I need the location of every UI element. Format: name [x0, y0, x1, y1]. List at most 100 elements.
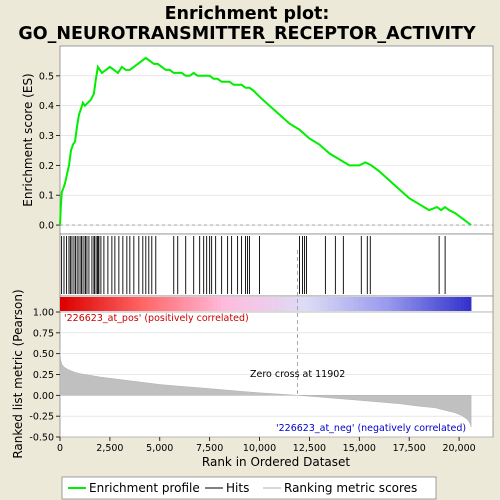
heatmap-segment — [316, 297, 321, 311]
es-ytick-label: 0.4 — [39, 101, 54, 112]
heatmap-segment — [238, 297, 242, 311]
zero-cross-label: Zero cross at 11902 — [250, 369, 345, 380]
heatmap-segment — [306, 297, 311, 311]
heatmap-segment — [429, 297, 434, 311]
heatmap-segment — [265, 297, 270, 311]
metric-ytick-label: 0.00 — [33, 391, 54, 402]
heatmap-segment — [358, 297, 362, 311]
hits-panel — [59, 233, 494, 297]
chart-title-line1: Enrichment plot: — [165, 4, 330, 24]
heatmap-segment — [268, 297, 273, 311]
heatmap-segment — [125, 297, 129, 311]
legend-box — [61, 476, 437, 500]
heatmap-segment — [344, 297, 349, 311]
heatmap-segment — [375, 297, 379, 311]
heatmap-segment — [111, 297, 116, 311]
negative-correlation-label: '226623_at_neg' (negatively correlated) — [276, 423, 466, 434]
heatmap-segment — [381, 297, 386, 311]
heatmap-segment — [138, 297, 143, 311]
heatmap-segment — [330, 297, 335, 311]
heatmap-segment — [447, 297, 451, 311]
heatmap-segment — [224, 297, 229, 311]
heatmap-segment — [97, 297, 102, 311]
heatmap-segment — [155, 297, 160, 311]
es-ytick-label: 0.1 — [39, 191, 54, 202]
heatmap-segment — [371, 297, 376, 311]
heatmap-segment — [405, 297, 410, 311]
heatmap-segment — [402, 297, 407, 311]
heatmap-segment — [433, 297, 438, 311]
legend-hits-label: Hits — [226, 481, 249, 495]
enrichment-score-panel: 0.0 0.1 0.2 0.3 0.4 0.5 Enrichment score (ES) — [21, 45, 494, 235]
heatmap-segment — [361, 297, 366, 311]
heatmap-segment — [419, 297, 424, 311]
heatmap-segment — [83, 297, 88, 311]
heatmap-segment — [467, 297, 472, 311]
heatmap-segment — [457, 297, 462, 311]
heatmap-segment — [399, 297, 403, 311]
legend-metric-label: Ranking metric scores — [284, 481, 417, 495]
chart-title-line2: GO_NEUROTRANSMITTER_RECEPTOR_ACTIVITY — [18, 24, 476, 44]
heatmap-segment — [310, 297, 314, 311]
heatmap-segment — [385, 297, 390, 311]
metric-ytick-label: 1.00 — [33, 308, 54, 319]
es-ytick-label: 0.0 — [39, 221, 54, 232]
ranking-metric-area — [59, 349, 472, 428]
enrichment-profile-line — [59, 56, 472, 226]
heatmap-segment — [275, 297, 280, 311]
heatmap-segment — [395, 297, 400, 311]
heatmap-segment — [70, 297, 75, 311]
heatmap-segment — [166, 297, 171, 311]
heatmap-segment — [436, 297, 441, 311]
metric-xtick-label: 17,500 — [393, 443, 426, 454]
heatmap-segment — [200, 297, 205, 311]
heatmap-segment — [145, 297, 150, 311]
heatmap-segment — [423, 297, 427, 311]
metric-ytick-label: -0.50 — [29, 433, 54, 444]
heatmap-segment — [279, 297, 284, 311]
heatmap-segment — [354, 297, 359, 311]
heatmap-segment — [101, 297, 105, 311]
metric-axis-label: Ranked list metric (Pearson) — [11, 289, 25, 458]
heatmap-segment — [323, 297, 328, 311]
es-axis-label: Enrichment score (ES) — [21, 73, 35, 206]
metric-xtick-label: 5,000 — [146, 443, 173, 454]
heatmap-segment — [114, 297, 119, 311]
heatmap-segment — [152, 297, 157, 311]
heatmap-segment — [118, 297, 123, 311]
heatmap-segment — [197, 297, 201, 311]
heatmap-segment — [121, 297, 126, 311]
heatmap-segment — [412, 297, 417, 311]
heatmap-segment — [214, 297, 218, 311]
heatmap-segment — [289, 297, 294, 311]
heatmap-segment — [258, 297, 263, 311]
heatmap-segment — [368, 297, 373, 311]
heatmap-segment — [183, 297, 188, 311]
heatmap-segment — [337, 297, 342, 311]
metric-xtick-label: 15,000 — [343, 443, 376, 454]
heatmap-segment — [107, 297, 112, 311]
heatmap-segment — [327, 297, 332, 311]
heatmap-segment — [251, 297, 256, 311]
heatmap-segment — [66, 297, 71, 311]
ranked-metric-panel: -0.50 -0.25 0.00 0.25 0.50 0.75 1.00 0 2,500 5,0… — [11, 250, 494, 469]
heatmap-segment — [73, 297, 78, 311]
heatmap-segment — [303, 297, 308, 311]
positive-correlation-label: '226623_at_pos' (positively correlated) — [64, 313, 249, 324]
rank-heatmap-bar — [59, 295, 494, 313]
es-ytick-label: 0.5 — [39, 71, 54, 82]
heatmap-segment — [378, 297, 383, 311]
heatmap-segment — [149, 297, 153, 311]
heatmap-segment — [87, 297, 92, 311]
heatmap-segment — [453, 297, 458, 311]
legend: Enrichment profile Hits Ranking metric s… — [61, 476, 437, 500]
enrichment-plot-area — [59, 45, 494, 235]
heatmap-segment — [210, 297, 215, 311]
heatmap-segment — [186, 297, 191, 311]
heatmap-segment — [392, 297, 397, 311]
heatmap-segment — [282, 297, 287, 311]
heatmap-segment — [426, 297, 431, 311]
metric-xtick-label: 2,500 — [96, 443, 123, 454]
hits-plot-area — [59, 233, 494, 297]
